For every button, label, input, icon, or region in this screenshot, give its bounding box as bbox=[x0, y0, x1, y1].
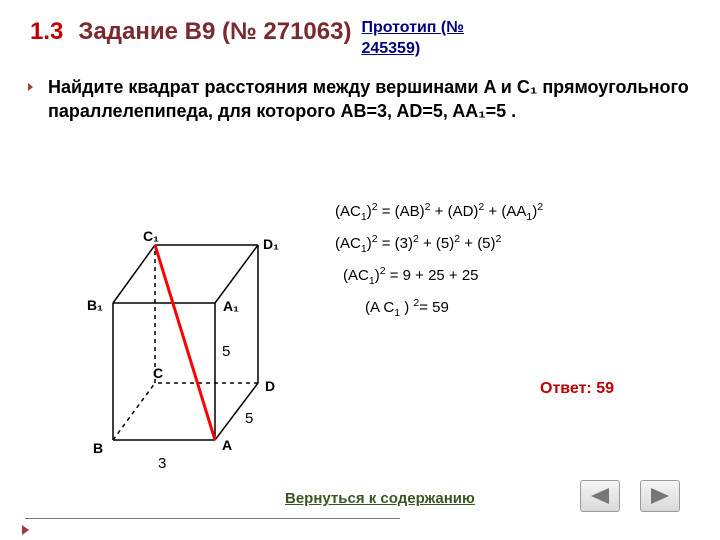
vertex-label-D1: D₁ bbox=[263, 236, 279, 252]
vertex-label-A1: A₁ bbox=[223, 298, 239, 314]
arrow-right-icon bbox=[651, 488, 669, 504]
problem-text: Найдите квадрат расстояния между вершина… bbox=[0, 65, 720, 124]
eq-line-2: (AC1)2 = (3)2 + (5)2 + (5)2 bbox=[335, 228, 543, 260]
problem-body: Найдите квадрат расстояния между вершина… bbox=[48, 77, 689, 121]
footer-divider bbox=[25, 518, 400, 519]
page-arrow-icon bbox=[22, 525, 29, 535]
back-to-contents-link[interactable]: Вернуться к содержанию bbox=[285, 490, 475, 507]
eq-line-4: (A C1 ) 2= 59 bbox=[335, 292, 543, 324]
answer-label: Ответ: 59 bbox=[540, 380, 614, 398]
cube-diagram: A B C D A₁ B₁ C₁ D₁ 3 5 5 bbox=[80, 225, 300, 475]
vertex-label-B1: B₁ bbox=[87, 297, 103, 313]
vertex-label-C1: C₁ bbox=[143, 228, 159, 244]
vertex-label-D: D bbox=[265, 378, 275, 394]
task-title: Задание B9 (№ 271063) bbox=[78, 18, 351, 46]
dim-label-AD: 5 bbox=[245, 410, 253, 427]
dim-label-AB: 3 bbox=[158, 455, 166, 472]
eq-line-3: (AC1)2 = 9 + 25 + 25 bbox=[335, 260, 543, 292]
vertex-label-C: C bbox=[153, 365, 163, 381]
vertex-label-A: A bbox=[222, 437, 232, 453]
bullet-icon bbox=[28, 83, 33, 91]
vertex-label-B: B bbox=[93, 440, 103, 456]
prototype-link[interactable]: Прототип (№ 245359) bbox=[361, 18, 481, 60]
eq-line-1: (AC1)2 = (AB)2 + (AD)2 + (AA1)2 bbox=[335, 196, 543, 228]
next-button[interactable] bbox=[640, 480, 680, 512]
arrow-left-icon bbox=[591, 488, 609, 504]
dim-label-AA1: 5 bbox=[222, 343, 230, 360]
section-number: 1.3 bbox=[30, 18, 63, 46]
solution-steps: (AC1)2 = (AB)2 + (AD)2 + (AA1)2 (AC1)2 =… bbox=[335, 196, 543, 324]
prev-button[interactable] bbox=[580, 480, 620, 512]
